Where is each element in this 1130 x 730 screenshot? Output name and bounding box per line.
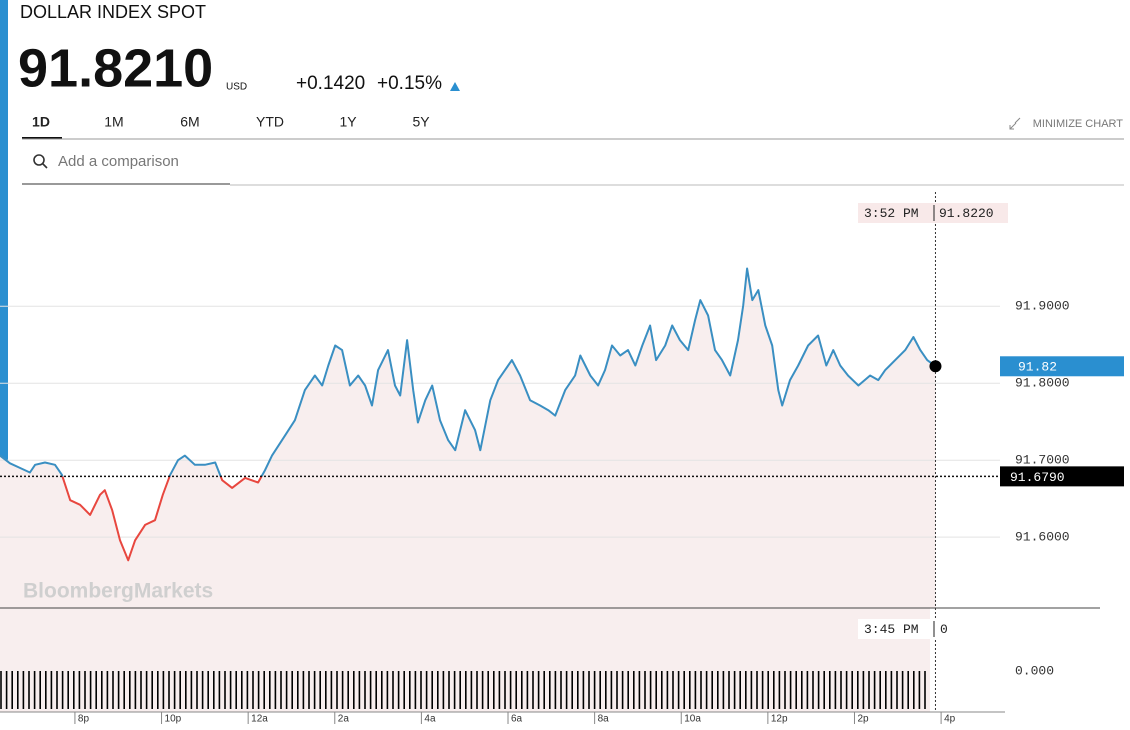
search-placeholder[interactable]: Add a comparison (58, 153, 179, 170)
x-tick-label: 12a (251, 714, 268, 725)
last-value-box (1000, 356, 1124, 377)
crosshair-box (858, 203, 1008, 223)
crosshair-value: 91.8220 (939, 206, 994, 221)
x-tick-label: 10p (165, 714, 182, 725)
previous-close-box (1000, 466, 1124, 487)
range-tab[interactable]: 5Y (412, 114, 430, 130)
change-percent: +0.15% (377, 73, 442, 94)
price-line (0, 267, 937, 562)
minimize-button[interactable]: MINIMIZE CHART (1009, 117, 1124, 130)
volume-time: 3:45 PM (864, 622, 919, 637)
last-value-label: 91.82 (1018, 360, 1057, 375)
y-tick-label: 91.8000 (1015, 376, 1070, 391)
watermark: BloombergMarkets (23, 580, 213, 603)
plot: 91.6000 91.7000 91.8000 91.9000 BloombergMar… (0, 192, 1124, 725)
x-tick-label: 8a (598, 714, 610, 725)
x-tick-label: 4p (944, 714, 956, 725)
x-tick-label: 8p (78, 714, 90, 725)
volume-label-box (858, 619, 955, 639)
x-tick-label: 12p (771, 714, 788, 725)
minimize-icon (1009, 117, 1021, 130)
volume-value: 0 (940, 622, 948, 637)
up-arrow (450, 82, 460, 91)
previous-close-label: 91.6790 (1010, 470, 1065, 485)
x-tick-label: 4a (424, 714, 436, 725)
comparison-search[interactable]: Add a comparison (22, 153, 230, 185)
x-tick-label: 10a (684, 714, 701, 725)
page-title: DOLLAR INDEX SPOT (20, 2, 206, 22)
range-tab[interactable]: 6M (180, 114, 199, 130)
area-fill (0, 268, 936, 608)
y-tick-label: 91.6000 (1015, 530, 1070, 545)
minimize-label[interactable]: MINIMIZE CHART (1033, 118, 1124, 130)
range-tab[interactable]: 1M (104, 114, 123, 130)
currency: USD (226, 82, 247, 93)
y-tick-label: 91.9000 (1015, 299, 1070, 314)
accent-bar (0, 0, 8, 462)
range-tabs: 1D 1M 6M YTD 1Y 5Y (22, 114, 430, 139)
price: 91.8210 (18, 38, 213, 98)
search-icon-handle (42, 163, 48, 169)
x-tick-label: 2a (338, 714, 350, 725)
y-tick-label: 91.7000 (1015, 453, 1070, 468)
range-tab[interactable]: 1D (32, 114, 50, 130)
crosshair-dot (929, 360, 942, 373)
range-tab[interactable]: 1Y (339, 114, 357, 130)
change: +0.1420 (296, 73, 365, 94)
search-icon (33, 154, 45, 166)
x-tick-label: 6a (511, 714, 523, 725)
volume-axis-label: 0.000 (1015, 663, 1054, 678)
range-tab[interactable]: YTD (256, 114, 284, 130)
crosshair-time: 3:52 PM (864, 206, 919, 221)
x-tick-label: 2p (857, 714, 869, 725)
